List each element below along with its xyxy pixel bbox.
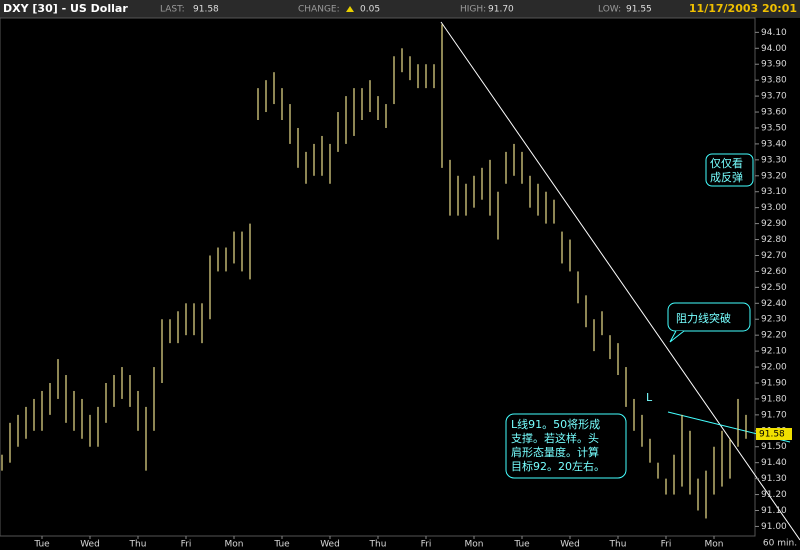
header-bar	[0, 0, 800, 18]
y-tick-label: 93.30	[761, 155, 787, 165]
y-tick-label: 91.10	[761, 506, 787, 516]
change-value: 0.05	[360, 5, 380, 15]
y-tick-label: 93.90	[761, 60, 787, 70]
y-tick-label: 92.10	[761, 347, 787, 357]
note-support: L线91。50将形成支撑。若这样。头肩形态量度。计算目标92。20左右。	[511, 417, 605, 473]
x-tick-label: Mon	[465, 540, 484, 550]
note-breakout: 阻力线突破	[676, 311, 731, 325]
y-tick-label: 93.20	[761, 171, 787, 181]
y-tick-label: 93.00	[761, 203, 787, 213]
y-tick-label: 91.20	[761, 490, 787, 500]
x-tick-label: Fri	[421, 540, 432, 550]
y-tick-label: 93.40	[761, 139, 787, 149]
x-tick-label: Tue	[273, 540, 290, 550]
note-box	[667, 302, 751, 332]
y-tick-label: 94.10	[761, 28, 787, 38]
y-tick-label: 91.70	[761, 410, 787, 420]
x-tick-label: Wed	[320, 540, 340, 550]
y-tick-label: 92.40	[761, 299, 787, 309]
note-box	[505, 413, 627, 479]
chart-title: DXY [30] - US Dollar	[3, 2, 128, 15]
x-tick-label: Thu	[129, 540, 147, 550]
note-box	[705, 153, 754, 187]
y-tick-label: 91.40	[761, 458, 787, 468]
x-tick-label: Thu	[369, 540, 387, 550]
change-label: CHANGE:	[298, 5, 340, 15]
y-tick-label: 92.00	[761, 363, 787, 373]
x-tick-label: Mon	[225, 540, 244, 550]
y-tick-label: 93.60	[761, 108, 787, 118]
y-tick-label: 93.10	[761, 187, 787, 197]
last-value: 91.58	[193, 5, 219, 15]
x-tick-label: Fri	[181, 540, 192, 550]
x-tick-label: Fri	[661, 540, 672, 550]
low-label: LOW:	[598, 5, 621, 15]
resistance-line	[440, 21, 800, 541]
y-tick-label: 94.00	[761, 44, 787, 54]
y-tick-label: 91.30	[761, 474, 787, 484]
y-tick-label: 93.70	[761, 92, 787, 102]
x-tick-label: Tue	[513, 540, 530, 550]
high-label: HIGH:	[460, 5, 486, 15]
note-pointer	[669, 330, 685, 343]
y-tick-label: 93.80	[761, 76, 787, 86]
plot-frame	[0, 17, 756, 537]
y-tick-label: 92.60	[761, 267, 787, 277]
x-tick-label: Tue	[33, 540, 50, 550]
y-tick-label: 92.80	[761, 235, 787, 245]
x-tick-label: Thu	[609, 540, 627, 550]
last-label: LAST:	[160, 5, 185, 15]
y-tick-label: 91.90	[761, 378, 787, 388]
high-value: 91.70	[488, 5, 514, 15]
x-unit-label: 60 min.	[763, 539, 797, 549]
y-tick-label: 92.20	[761, 331, 787, 341]
l-marker: L	[646, 391, 653, 404]
x-tick-label: Wed	[560, 540, 580, 550]
y-tick-label: 91.80	[761, 394, 787, 404]
y-tick-label: 93.50	[761, 123, 787, 133]
y-tick-label: 91.50	[761, 442, 787, 452]
low-value: 91.55	[626, 5, 652, 15]
last-price-box	[756, 427, 792, 440]
y-tick-label: 92.50	[761, 283, 787, 293]
up-arrow	[346, 6, 354, 12]
x-tick-label: Wed	[80, 540, 100, 550]
note-rebound: 仅仅看成反弹	[710, 156, 743, 184]
y-tick-label: 92.90	[761, 219, 787, 229]
y-tick-label: 91.00	[761, 522, 787, 532]
datetime: 11/17/2003 20:01	[689, 2, 797, 15]
x-tick-label: Mon	[705, 540, 724, 550]
y-tick-label: 92.70	[761, 251, 787, 261]
last-price-label: 91.58	[759, 429, 785, 439]
y-tick-label: 92.30	[761, 315, 787, 325]
